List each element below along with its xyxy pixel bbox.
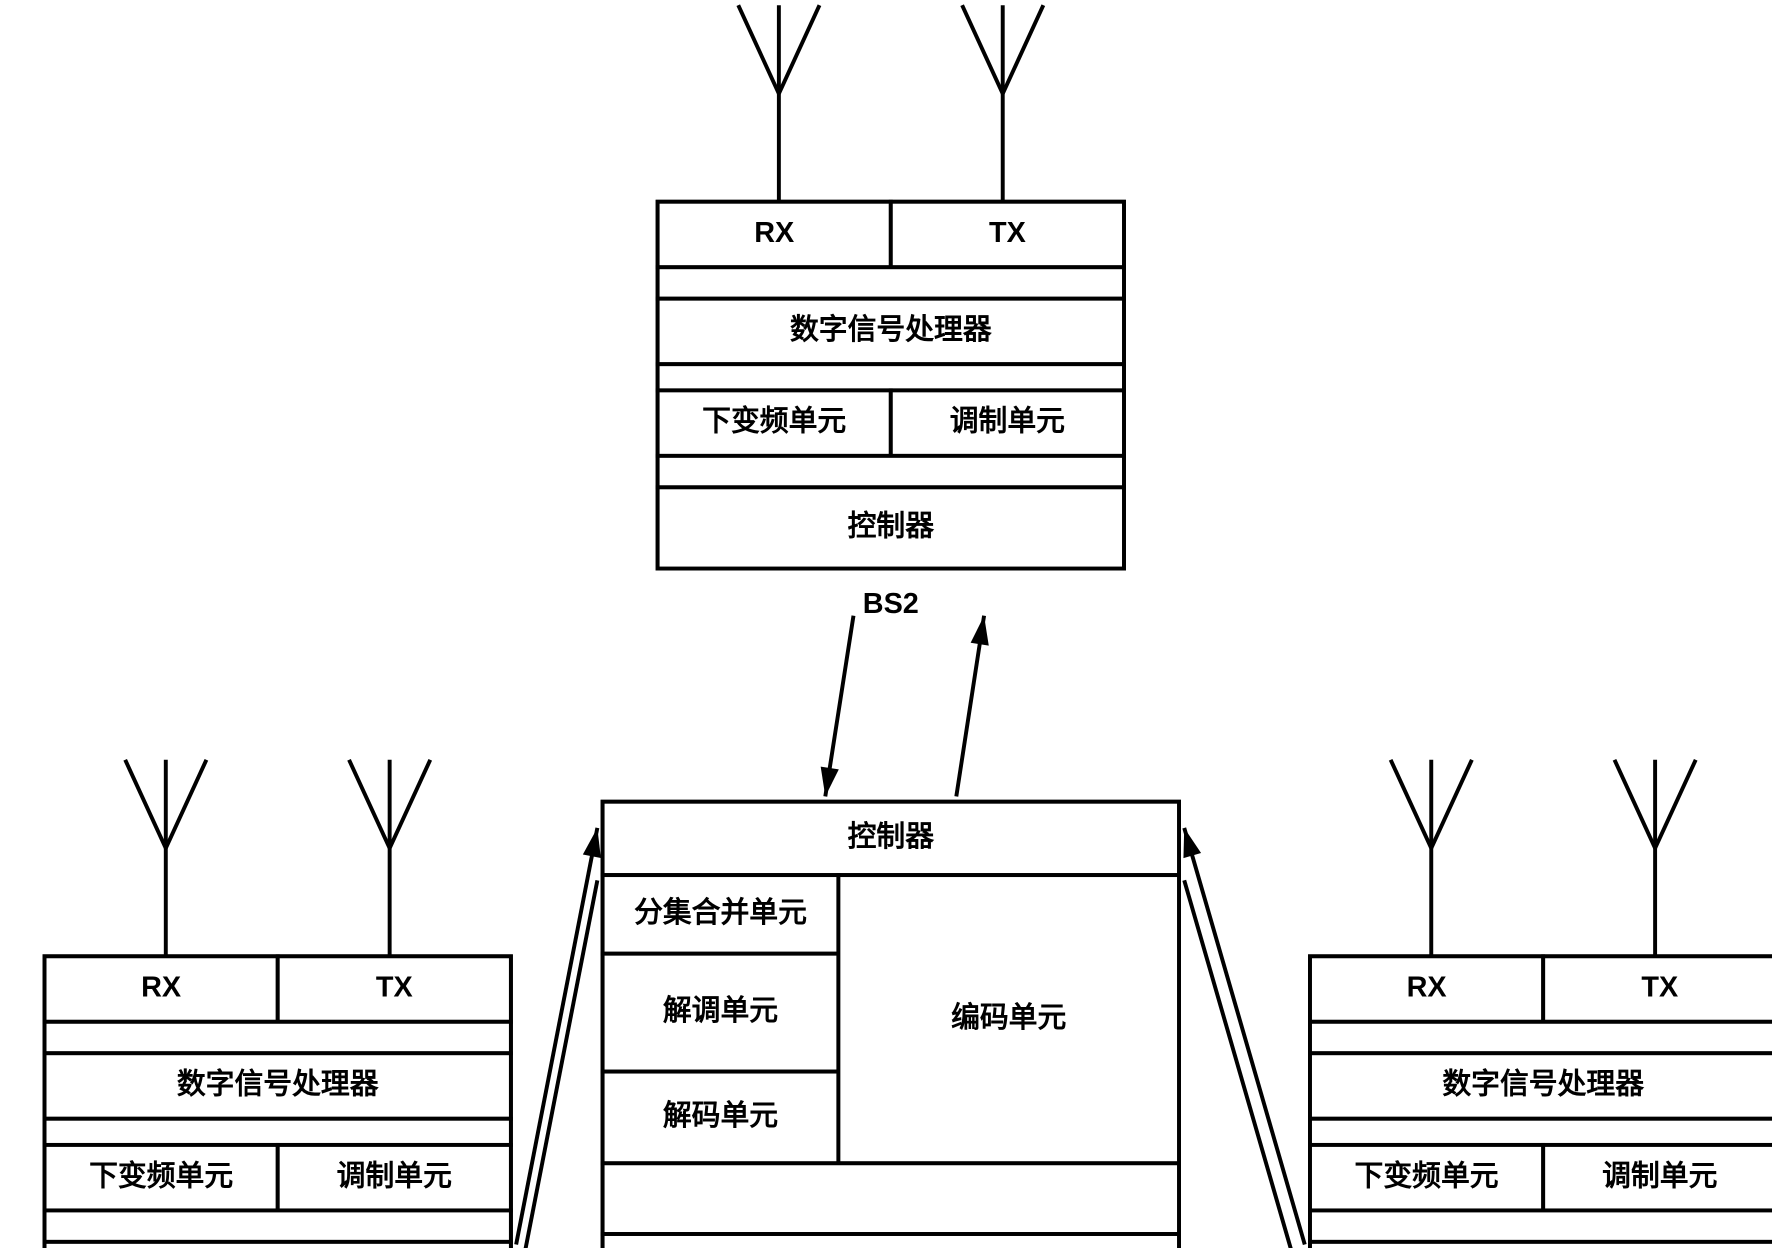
bs2-row0-right-text: TX (989, 217, 1026, 249)
bs2-antenna-tx-r (1003, 5, 1044, 93)
bs1-row6 (45, 1242, 511, 1248)
bs3-row2-text: 数字信号处理器 (1442, 1068, 1645, 1101)
bs3-row5-spacer (1310, 1210, 1772, 1241)
bs1-row2-text: 数字信号处理器 (177, 1068, 380, 1101)
bs3-row3-spacer (1310, 1119, 1772, 1145)
bs1-row3-spacer (45, 1119, 511, 1145)
bs1-row4-left-text: 下变频单元 (89, 1159, 233, 1192)
bs1-row0-right-text: TX (376, 972, 413, 1004)
bs3-antenna-rx-r (1431, 760, 1472, 848)
bs1-antenna-rx-r (166, 760, 207, 848)
center-bottom (603, 1234, 1179, 1248)
bs2-row3-spacer (658, 364, 1124, 390)
arrow-center-to-bs2-head (971, 616, 989, 646)
bs2-antenna-rx-l (738, 5, 779, 93)
link-bs3-top (1184, 828, 1305, 1245)
bs2-row4-right-text: 调制单元 (950, 406, 1065, 438)
center-left-1-text: 解调单元 (663, 995, 778, 1027)
link-bs3-top-head (1183, 828, 1201, 858)
bs2-row4-left-text: 下变频单元 (702, 405, 846, 438)
bs2-row6-text: 控制器 (848, 511, 936, 543)
link-bs3-bot (1184, 880, 1305, 1248)
bs3-row4-left-text: 下变频单元 (1355, 1159, 1499, 1192)
bs2-row2-text: 数字信号处理器 (790, 313, 993, 346)
center-controller-text: 控制器 (848, 821, 936, 853)
bs2-row0-left-text: RX (754, 217, 794, 249)
bs2-antenna-rx-r (779, 5, 820, 93)
link-bs1-top (516, 828, 597, 1245)
bs3-antenna-rx-l (1391, 760, 1432, 848)
bs3-row1-spacer (1310, 1022, 1772, 1053)
bs2-row1-spacer (658, 267, 1124, 298)
center-right-text: 编码单元 (951, 1001, 1066, 1034)
center-gap (603, 1163, 1179, 1234)
bs2-row5-spacer (658, 456, 1124, 487)
bs1-antenna-tx-l (349, 760, 390, 848)
bs1-antenna-rx-l (125, 760, 166, 848)
bs3-row0-left-text: RX (1407, 972, 1447, 1004)
arrow-bs2-to-center-head (821, 767, 839, 797)
bs1-row1-spacer (45, 1022, 511, 1053)
bs2-antenna-tx-l (962, 5, 1003, 93)
bs1-row5-spacer (45, 1210, 511, 1241)
bs1-antenna-tx-r (390, 760, 431, 848)
bs3-antenna-tx-r (1655, 760, 1696, 848)
center-left-0-text: 分集合并单元 (634, 896, 807, 929)
bs2-label: BS2 (863, 588, 919, 620)
bs3-row4-right-text: 调制单元 (1602, 1160, 1717, 1192)
center-left-2-text: 解码单元 (663, 1100, 778, 1132)
bs1-row4-right-text: 调制单元 (337, 1160, 452, 1192)
bs3-row0-right-text: TX (1641, 972, 1678, 1004)
bs1-row0-left-text: RX (141, 972, 181, 1004)
link-bs1-bot (516, 880, 597, 1248)
bs3-row6 (1310, 1242, 1772, 1248)
bs3-antenna-tx-l (1614, 760, 1655, 848)
